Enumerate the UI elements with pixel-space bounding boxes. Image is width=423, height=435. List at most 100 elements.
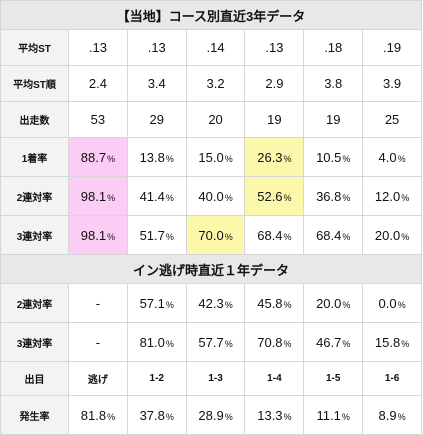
- value-cell-highlight: 98.1%: [68, 176, 128, 216]
- value-cell-highlight: 52.6%: [244, 176, 305, 216]
- value-cell: .13: [244, 29, 305, 66]
- percent-sign: %: [107, 153, 116, 164]
- percent-sign: %: [224, 153, 233, 164]
- value: 46.7: [316, 334, 342, 350]
- value: 52.6: [257, 188, 283, 204]
- section1-title: 【当地】コース別直近3年データ: [0, 0, 422, 30]
- table-row: 出走数 53 29 20 19 19 25: [0, 101, 422, 138]
- value: 70.0: [198, 227, 224, 243]
- value-cell: 29: [126, 101, 187, 138]
- value-cell: 3.8: [303, 65, 364, 102]
- value-cell: 81.8%: [68, 395, 128, 435]
- percent-sign: %: [401, 231, 410, 242]
- value-cell: 1-2: [126, 361, 187, 396]
- percent-sign: %: [283, 411, 292, 422]
- value-cell: .19: [362, 29, 422, 66]
- value-cell: 13.8%: [126, 137, 187, 177]
- table-row: 3連対率 - 81.0% 57.7% 70.8% 46.7% 15.8%: [0, 322, 422, 362]
- value-cell: 1-3: [185, 361, 246, 396]
- value: 36.8: [316, 188, 342, 204]
- value: 88.7: [80, 149, 107, 165]
- value-cell: 51.7%: [126, 215, 187, 255]
- percent-sign: %: [165, 299, 174, 310]
- value: 57.1: [139, 295, 165, 311]
- value-cell: 1-6: [362, 361, 422, 396]
- value: 70.8: [257, 334, 283, 350]
- row-label: 平均ST順: [0, 65, 69, 102]
- value: 98.1: [80, 227, 107, 243]
- value-cell: -: [68, 283, 128, 323]
- value-cell: 36.8%: [303, 176, 364, 216]
- value-cell: 19: [244, 101, 305, 138]
- value: 51.7: [139, 227, 165, 243]
- table-row: 平均ST順 2.4 3.4 3.2 2.9 3.8 3.9: [0, 65, 422, 102]
- row-label: 出走数: [0, 101, 69, 138]
- percent-sign: %: [165, 411, 174, 422]
- percent-sign: %: [107, 192, 116, 203]
- value-cell: 57.1%: [126, 283, 187, 323]
- value-cell: 40.0%: [185, 176, 246, 216]
- value: 45.8: [257, 295, 283, 311]
- table-row: 2連対率 98.1% 41.4% 40.0% 52.6% 36.8% 12.0%: [0, 176, 422, 216]
- value-cell-highlight: 70.0%: [185, 215, 246, 255]
- percent-sign: %: [341, 411, 350, 422]
- percent-sign: %: [165, 338, 174, 349]
- row-label: 3連対率: [0, 215, 69, 255]
- value-cell: 68.4%: [244, 215, 305, 255]
- value-cell: 逃げ: [68, 361, 128, 396]
- value-cell-highlight: 98.1%: [68, 215, 128, 255]
- value: 26.3: [257, 149, 283, 165]
- value-cell: 20.0%: [362, 215, 422, 255]
- value-cell: 15.0%: [185, 137, 246, 177]
- percent-sign: %: [283, 153, 292, 164]
- value: 81.0: [139, 334, 165, 350]
- row-label: 1着率: [0, 137, 69, 177]
- percent-sign: %: [165, 192, 174, 203]
- value-cell: 68.4%: [303, 215, 364, 255]
- percent-sign: %: [224, 192, 233, 203]
- percent-sign: %: [397, 299, 406, 310]
- section2-title: イン逃げ時直近１年データ: [0, 254, 422, 284]
- value-cell: 28.9%: [185, 395, 246, 435]
- value: 68.4: [316, 227, 342, 243]
- value: 13.8: [139, 149, 165, 165]
- percent-sign: %: [397, 411, 406, 422]
- value-cell: 15.8%: [362, 322, 422, 362]
- value-cell-highlight: 26.3%: [244, 137, 305, 177]
- value: 20.0: [374, 227, 401, 243]
- percent-sign: %: [224, 338, 233, 349]
- value-cell: 20: [185, 101, 246, 138]
- percent-sign: %: [165, 231, 174, 242]
- value-cell: 2.4: [68, 65, 128, 102]
- value-cell: 3.2: [185, 65, 246, 102]
- percent-sign: %: [107, 231, 116, 242]
- value-cell: 42.3%: [185, 283, 246, 323]
- table-row: 発生率 81.8% 37.8% 28.9% 13.3% 11.1% 8.9%: [0, 395, 422, 435]
- value: 81.8: [80, 407, 107, 423]
- value-cell: 11.1%: [303, 395, 364, 435]
- value: 0.0: [378, 295, 397, 311]
- percent-sign: %: [342, 299, 351, 310]
- percent-sign: %: [283, 299, 292, 310]
- row-label: 発生率: [0, 395, 69, 435]
- percent-sign: %: [342, 153, 351, 164]
- percent-sign: %: [342, 338, 351, 349]
- value: 57.7: [198, 334, 224, 350]
- value: 42.3: [198, 295, 224, 311]
- value-cell: -: [68, 322, 128, 362]
- value-cell: 57.7%: [185, 322, 246, 362]
- value-cell: 20.0%: [303, 283, 364, 323]
- value-cell: .18: [303, 29, 364, 66]
- value: 13.3: [257, 407, 283, 423]
- row-label: 3連対率: [0, 322, 69, 362]
- percent-sign: %: [401, 338, 410, 349]
- value: 11.1: [316, 407, 341, 423]
- section1-title-row: 【当地】コース別直近3年データ: [0, 0, 422, 30]
- table-row: 3連対率 98.1% 51.7% 70.0% 68.4% 68.4% 20.0%: [0, 215, 422, 255]
- percent-sign: %: [342, 231, 351, 242]
- value-cell: 10.5%: [303, 137, 364, 177]
- value-cell: 0.0%: [362, 283, 422, 323]
- percent-sign: %: [224, 299, 233, 310]
